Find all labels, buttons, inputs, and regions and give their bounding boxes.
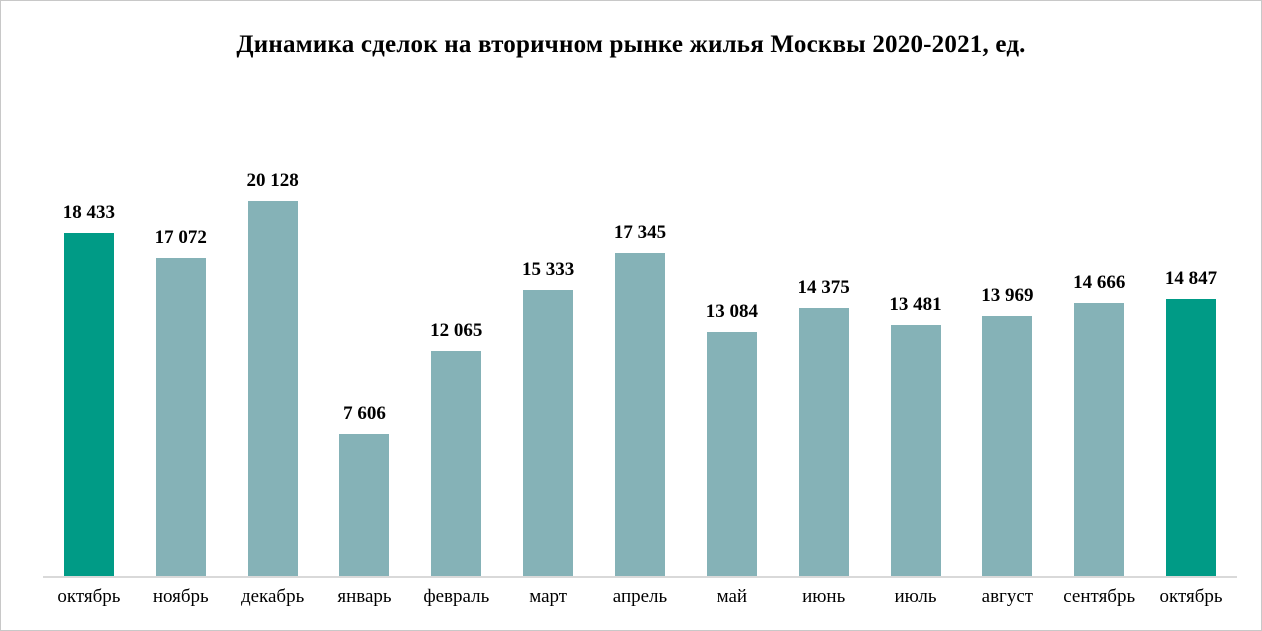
x-axis-label: июнь [802,586,846,607]
bar-value-label: 17 345 [613,222,667,244]
bar-value-label: 13 481 [889,294,942,316]
bar-value-label: 18 433 [62,202,116,224]
x-axis-label: ноябрь [152,586,209,607]
bar-column: 13 481 [870,131,962,576]
bar-column: 7 606 [319,131,411,576]
bar [247,201,298,576]
bar [155,258,206,576]
x-axis-label: февраль [423,586,490,607]
bar [431,351,482,576]
bar-value-label: 17 072 [154,227,207,249]
bar-value-label: 7 606 [343,403,386,425]
bar [890,325,941,576]
bar-column: 17 345 [594,131,686,576]
bar-value-label: 14 666 [1073,272,1126,294]
bar-column: 13 969 [961,131,1053,576]
plot-area: 18 433 17 072 20 128 7 606 12 065 15 333 17 34… [43,131,1237,578]
bar [798,308,849,576]
bar [523,290,574,576]
bar [706,332,757,576]
bar-column: 12 065 [410,131,502,576]
bar [982,316,1033,576]
x-axis-label: январь [337,586,392,607]
bar-value-label: 15 333 [522,259,575,281]
bar [339,434,390,576]
bar-value-label: 12 065 [430,320,483,342]
bar-column: 14 375 [778,131,870,576]
x-axis-label: март [529,586,568,607]
bar [63,233,114,576]
bar-column: 17 072 [135,131,227,576]
x-axis-label: сентябрь [1063,586,1136,607]
bar [614,253,665,576]
bar-column: 13 084 [686,131,778,576]
x-axis-label: апрель [612,586,668,607]
bar-column: 14 666 [1053,131,1145,576]
x-axis-label: август [981,586,1034,607]
x-axis-label: июль [894,586,937,607]
x-axis-label: октябрь [1159,586,1223,607]
bar-value-label: 14 847 [1164,268,1218,290]
bar-value-label: 13 084 [705,301,758,323]
bar-column: 14 847 [1145,131,1237,576]
bar-value-label: 13 969 [981,285,1034,307]
bar-value-label: 14 375 [797,277,850,299]
bar-column: 20 128 [227,131,319,576]
bar-value-label: 20 128 [246,170,299,192]
bar [1166,299,1217,576]
bar-column: 18 433 [43,131,135,576]
bar [1074,303,1125,576]
x-axis-label: декабрь [240,586,305,607]
chart-title: Динамика сделок на вторичном рынке жилья… [236,31,1026,58]
x-axis-label: май [716,586,748,607]
bar-column: 15 333 [502,131,594,576]
x-axis: октябрь ноябрь декабрь январь февраль март апр… [43,578,1237,608]
x-axis-label: октябрь [57,586,121,607]
